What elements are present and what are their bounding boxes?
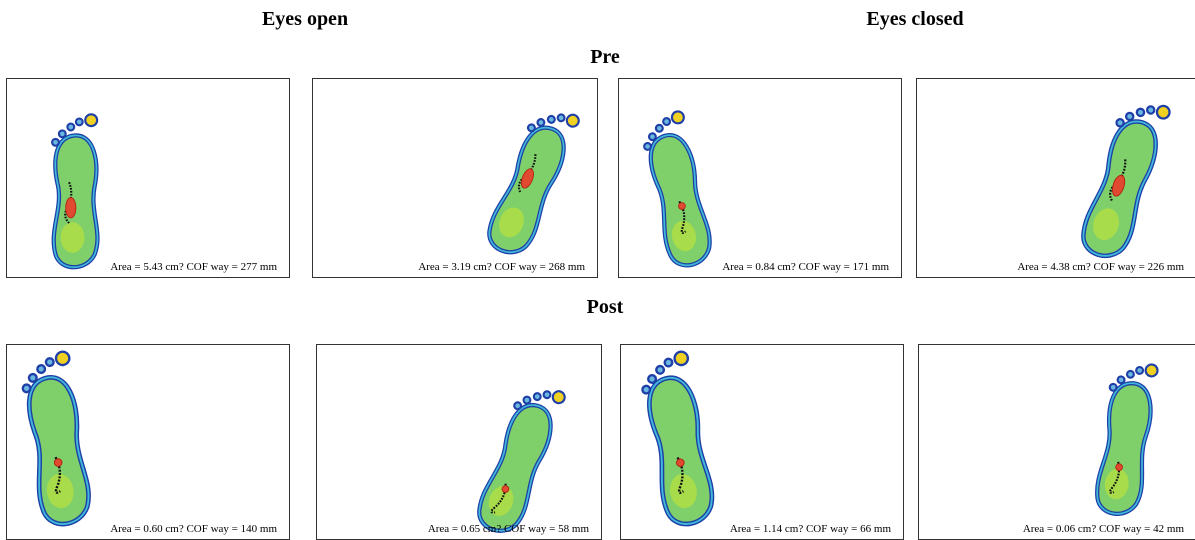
caption: Area = 3.19 cm? COF way = 268 mm (418, 261, 585, 273)
toe (655, 124, 663, 132)
toe (29, 374, 38, 383)
toe (76, 119, 83, 126)
caption: Area = 0.84 cm? COF way = 171 mm (722, 261, 889, 273)
pressure-panel: Area = 0.60 cm? COF way = 140 mm (6, 344, 290, 540)
foot (1092, 359, 1158, 517)
foot (1076, 93, 1172, 262)
foot (481, 101, 580, 260)
toe (52, 139, 59, 146)
toe (1145, 364, 1158, 377)
caption: Area = 0.06 cm? COF way = 42 mm (1023, 523, 1184, 535)
toe (648, 375, 657, 384)
toe (547, 115, 556, 124)
pressure-panel: Area = 3.19 cm? COF way = 268 mm (312, 78, 598, 278)
foot (638, 110, 714, 269)
pressure-panel: Area = 4.38 cm? COF way = 226 mm (916, 78, 1195, 278)
toe (1136, 367, 1144, 375)
heel-pressure (61, 222, 85, 253)
foot-image (919, 345, 1195, 540)
row-header: Post (587, 296, 624, 319)
toe (1109, 383, 1117, 391)
toe (543, 390, 552, 399)
toe (67, 124, 74, 131)
toe (513, 401, 522, 410)
foot-outline (473, 399, 559, 538)
foot-image (917, 79, 1195, 278)
toe (533, 392, 542, 401)
toe (1136, 108, 1145, 117)
caption: Area = 5.43 cm? COF way = 277 mm (110, 261, 277, 273)
toe (656, 365, 665, 374)
toe (664, 358, 673, 367)
toe (523, 396, 532, 405)
pressure-panel: Area = 0.65 cm? COF way = 58 mm (316, 344, 602, 540)
toe (55, 351, 70, 366)
toe (85, 114, 97, 126)
foot-image (313, 79, 598, 278)
foot-image (7, 345, 290, 540)
toe (37, 365, 46, 374)
toe (551, 390, 566, 405)
toe (674, 351, 689, 366)
toe (59, 130, 66, 137)
pressure-panel: Area = 1.14 cm? COF way = 66 mm (620, 344, 904, 540)
foot (472, 378, 567, 537)
column-header: Eyes closed (866, 8, 963, 31)
toe (1116, 118, 1125, 127)
foot-outline (483, 121, 573, 260)
foot (52, 114, 97, 267)
foot-image (7, 79, 290, 278)
pressure-panel: Area = 5.43 cm? COF way = 277 mm (6, 78, 290, 278)
pressure-panel: Area = 0.06 cm? COF way = 42 mm (918, 344, 1195, 540)
toe (45, 358, 54, 367)
cof-area (1115, 463, 1123, 471)
foot (18, 351, 92, 527)
toe (565, 113, 580, 128)
toe (1155, 104, 1171, 120)
caption: Area = 0.60 cm? COF way = 140 mm (110, 523, 277, 535)
toe (22, 384, 31, 393)
toe (1146, 105, 1155, 114)
toe (644, 142, 652, 150)
cof-area (54, 458, 63, 467)
pressure-panel: Area = 0.84 cm? COF way = 171 mm (618, 78, 902, 278)
toe (663, 118, 671, 126)
foot (637, 351, 717, 528)
cof-area (66, 198, 76, 218)
row-header: Pre (590, 46, 620, 69)
toe (536, 118, 545, 127)
toe (642, 385, 651, 394)
toe (557, 113, 566, 122)
caption: Area = 1.14 cm? COF way = 66 mm (730, 523, 891, 535)
caption: Area = 0.65 cm? COF way = 58 mm (428, 523, 589, 535)
foot-image (317, 345, 602, 540)
foot-image (619, 79, 902, 278)
toe (1127, 370, 1135, 378)
toe (527, 123, 536, 132)
toe (648, 133, 656, 141)
foot-outline (1094, 380, 1156, 517)
toe (1117, 376, 1125, 384)
figure: Eyes open Eyes closed (() => { const dat… (0, 0, 1195, 540)
caption: Area = 4.38 cm? COF way = 226 mm (1017, 261, 1184, 273)
toe (671, 110, 685, 124)
column-header: Eyes open (262, 8, 348, 31)
toe (1125, 112, 1134, 121)
foot-image (621, 345, 904, 540)
